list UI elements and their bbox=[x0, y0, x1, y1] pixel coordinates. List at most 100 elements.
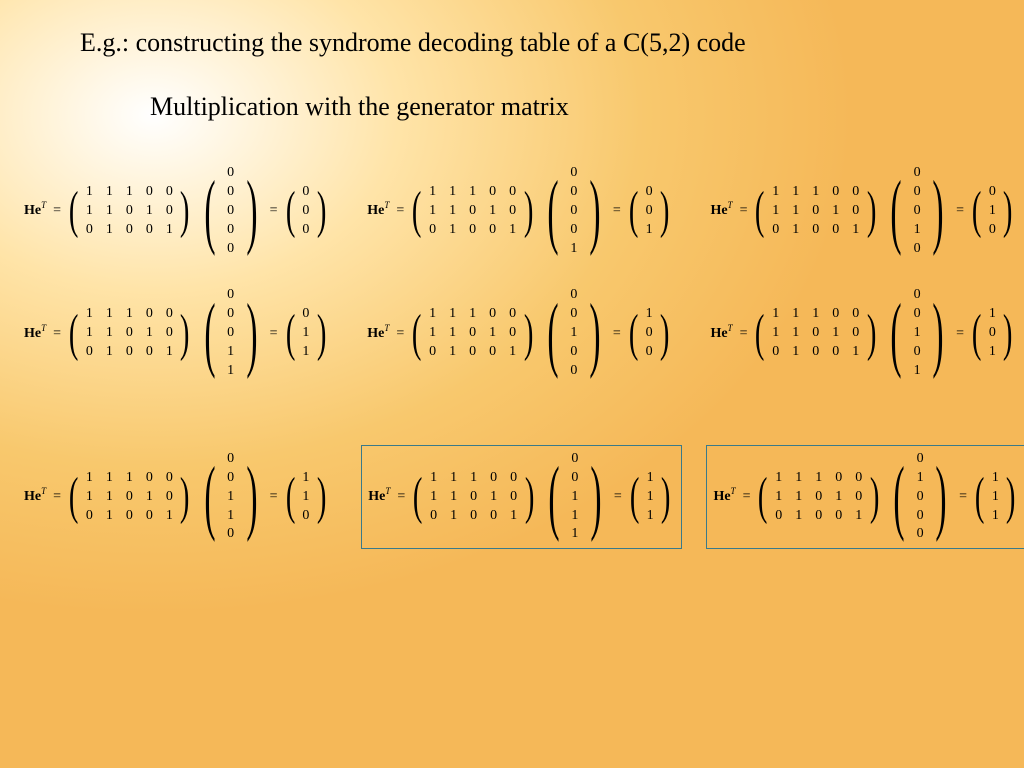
equals-sign: = bbox=[53, 326, 61, 342]
matrix-cell: 1 bbox=[144, 488, 154, 507]
left-paren: ( bbox=[204, 455, 215, 539]
matrix-cell: 0 bbox=[144, 221, 154, 240]
matrix-cell: 0 bbox=[831, 305, 841, 324]
matrix-cell: 1 bbox=[429, 469, 439, 488]
matrix-row: 1 bbox=[987, 305, 997, 324]
matrix-cell: 0 bbox=[226, 240, 236, 259]
matrix-cell: 0 bbox=[811, 324, 821, 343]
matrix-cell: 0 bbox=[301, 202, 311, 221]
right-paren: ) bbox=[523, 308, 533, 360]
matrix-cell: 1 bbox=[508, 343, 518, 362]
matrix-body: 111001101001001 bbox=[427, 469, 521, 526]
matrix-cell: 1 bbox=[811, 183, 821, 202]
matrix-cell: 0 bbox=[570, 469, 580, 488]
matrix-cell: 0 bbox=[488, 183, 498, 202]
right-paren: ) bbox=[1003, 185, 1013, 237]
matrix-row: 1 bbox=[645, 507, 655, 526]
matrix-cell: 0 bbox=[226, 221, 236, 240]
matrix-cell: 0 bbox=[84, 221, 94, 240]
matrix-row: 11100 bbox=[84, 305, 174, 324]
matrix: (111001101001001) bbox=[751, 305, 880, 362]
matrix-cell: 0 bbox=[226, 324, 236, 343]
page-title: E.g.: constructing the syndrome decoding… bbox=[80, 28, 746, 58]
matrix-cell: 1 bbox=[428, 305, 438, 324]
symbol-He: He bbox=[710, 326, 727, 342]
matrix-row: 1 bbox=[987, 202, 997, 221]
matrix-cell: 1 bbox=[124, 469, 134, 488]
matrix-cell: 0 bbox=[226, 164, 236, 183]
matrix-row: 1 bbox=[645, 469, 655, 488]
matrix: (111) bbox=[971, 469, 1020, 526]
left-paren: ( bbox=[894, 455, 905, 539]
right-paren: ) bbox=[523, 185, 533, 237]
matrix-cell: 1 bbox=[645, 507, 655, 526]
matrix-cell: 1 bbox=[794, 488, 804, 507]
matrix-cell: 0 bbox=[834, 507, 844, 526]
matrix-cell: 0 bbox=[915, 450, 925, 469]
equals-sign: = bbox=[614, 489, 622, 505]
right-paren: ) bbox=[317, 471, 327, 523]
matrix-cell: 0 bbox=[854, 488, 864, 507]
matrix-cell: 0 bbox=[488, 221, 498, 240]
matrix-row: 11010 bbox=[84, 488, 174, 507]
equals-sign: = bbox=[956, 326, 964, 342]
matrix-row: 0 bbox=[644, 183, 654, 202]
matrix-row: 0 bbox=[226, 240, 236, 259]
equation-lhs: HeT bbox=[367, 203, 389, 219]
matrix-row: 01001 bbox=[428, 221, 518, 240]
matrix-cell: 1 bbox=[774, 488, 784, 507]
right-paren: ) bbox=[867, 185, 877, 237]
matrix-cell: 1 bbox=[104, 324, 114, 343]
matrix-row: 0 bbox=[912, 202, 922, 221]
equation-lhs: HeT bbox=[710, 326, 732, 342]
matrix-row: 11100 bbox=[429, 469, 519, 488]
matrix-row: 1 bbox=[644, 305, 654, 324]
equation: HeT=(111001101001001)(00101)=(101) bbox=[704, 282, 1023, 384]
matrix-row: 11010 bbox=[771, 202, 861, 221]
right-paren: ) bbox=[933, 169, 944, 253]
matrix-cell: 1 bbox=[448, 221, 458, 240]
matrix-cell: 0 bbox=[226, 202, 236, 221]
matrix-cell: 0 bbox=[834, 469, 844, 488]
matrix-cell: 1 bbox=[774, 469, 784, 488]
equals-sign: = bbox=[740, 326, 748, 342]
matrix-cell: 0 bbox=[771, 343, 781, 362]
matrix: (00110) bbox=[196, 450, 266, 544]
matrix-row: 0 bbox=[301, 183, 311, 202]
matrix-cell: 1 bbox=[104, 469, 114, 488]
matrix-cell: 0 bbox=[301, 507, 311, 526]
matrix-body: 01000 bbox=[913, 450, 927, 544]
matrix-body: 111001101001001 bbox=[82, 183, 176, 240]
matrix-cell: 1 bbox=[428, 183, 438, 202]
matrix-row: 0 bbox=[226, 324, 236, 343]
matrix-cell: 0 bbox=[469, 488, 479, 507]
matrix-cell: 0 bbox=[851, 202, 861, 221]
equals-sign: = bbox=[956, 203, 964, 219]
matrix-cell: 0 bbox=[915, 507, 925, 526]
matrix-cell: 0 bbox=[301, 183, 311, 202]
matrix-row: 1 bbox=[226, 488, 236, 507]
symbol-He: He bbox=[368, 489, 385, 505]
matrix-cell: 0 bbox=[912, 183, 922, 202]
matrix-cell: 0 bbox=[644, 202, 654, 221]
matrix-cell: 1 bbox=[915, 469, 925, 488]
matrix-row: 11100 bbox=[84, 469, 174, 488]
matrix-cell: 0 bbox=[569, 202, 579, 221]
matrix-cell: 0 bbox=[226, 305, 236, 324]
matrix-cell: 1 bbox=[791, 221, 801, 240]
matrix: (111001101001001) bbox=[65, 469, 194, 526]
matrix-cell: 1 bbox=[124, 305, 134, 324]
matrix-row: 1 bbox=[912, 324, 922, 343]
matrix: (111001101001001) bbox=[65, 183, 194, 240]
matrix-cell: 1 bbox=[226, 507, 236, 526]
symbol-He: He bbox=[713, 489, 730, 505]
matrix-body: 100 bbox=[642, 305, 656, 362]
matrix-row: 0 bbox=[915, 525, 925, 544]
matrix-body: 00100 bbox=[567, 286, 581, 380]
matrix-body: 011 bbox=[299, 305, 313, 362]
matrix-row: 0 bbox=[987, 183, 997, 202]
matrix-row: 01001 bbox=[774, 507, 864, 526]
matrix-row: 0 bbox=[226, 221, 236, 240]
matrix-body: 111001101001001 bbox=[82, 305, 176, 362]
matrix-cell: 1 bbox=[448, 343, 458, 362]
